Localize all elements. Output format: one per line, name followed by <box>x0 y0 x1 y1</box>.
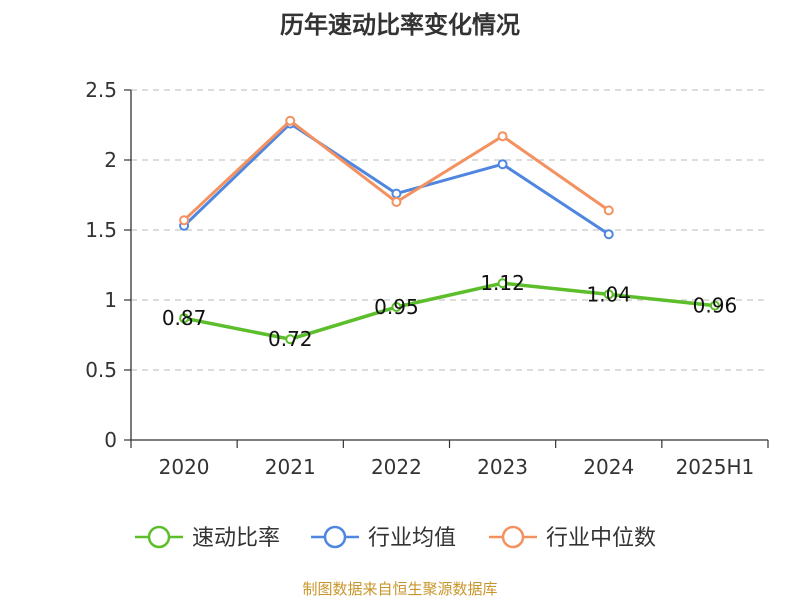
legend-marker <box>147 525 171 549</box>
data-point[interactable] <box>709 300 720 311</box>
data-point[interactable] <box>285 334 296 345</box>
legend-marker <box>501 525 525 549</box>
legend[interactable]: 速动比率 行业均值 行业中位数 <box>135 525 656 551</box>
data-point[interactable] <box>603 289 614 300</box>
series-line <box>182 281 717 341</box>
data-point[interactable] <box>497 159 508 170</box>
legend-item-quick-ratio[interactable]: 速动比率 <box>135 525 280 551</box>
y-tick-label: 2 <box>104 148 117 172</box>
data-point[interactable] <box>179 215 190 226</box>
data-label: 1.12 <box>480 271 525 295</box>
legend-label: 行业中位数 <box>546 526 656 551</box>
y-tick-label: 0.5 <box>85 358 117 382</box>
x-tick-label: 2022 <box>371 455 422 479</box>
source-note: 制图数据来自恒生聚源数据库 <box>302 580 497 598</box>
data-labels: 0.87 0.72 0.95 1.12 1.04 0.96 <box>162 271 737 351</box>
y-tick-label: 1 <box>104 288 117 312</box>
axes: 0 0.5 1 1.5 2 2.5 2020 2021 2022 2023 2024 2025H1 <box>85 78 769 479</box>
data-label: 0.95 <box>374 295 419 319</box>
data-point[interactable] <box>391 197 402 207</box>
data-label: 1.04 <box>586 282 631 306</box>
legend-item-industry-median[interactable]: 行业中位数 <box>489 525 656 551</box>
series-industry-mean <box>179 118 614 240</box>
data-point[interactable] <box>497 278 508 289</box>
series-layer <box>179 115 720 345</box>
x-tick-label: 2023 <box>477 455 528 479</box>
data-label: 0.87 <box>162 306 207 330</box>
y-tick-label: 0 <box>104 428 117 452</box>
data-point[interactable] <box>497 131 508 142</box>
series-industry-median <box>179 115 614 226</box>
legend-label: 速动比率 <box>192 526 280 551</box>
y-tick-label: 1.5 <box>85 218 117 242</box>
data-point[interactable] <box>285 115 296 126</box>
data-point[interactable] <box>179 313 190 324</box>
series-line <box>182 122 611 236</box>
legend-item-industry-mean[interactable]: 行业均值 <box>311 525 456 551</box>
series-quick-ratio <box>179 278 720 345</box>
data-label: 0.72 <box>268 327 313 351</box>
data-point[interactable] <box>603 229 614 240</box>
x-tick-label: 2021 <box>265 455 316 479</box>
data-point[interactable] <box>391 302 402 312</box>
x-tick-label: 2025H1 <box>676 455 755 479</box>
y-tick-label: 2.5 <box>85 78 117 102</box>
data-point[interactable] <box>391 188 402 199</box>
x-tick-label: 2024 <box>583 455 634 479</box>
chart-title: 历年速动比率变化情况 <box>280 11 520 39</box>
x-tick-label: 2020 <box>159 455 210 479</box>
data-label: 0.96 <box>693 294 738 318</box>
data-point[interactable] <box>603 205 614 216</box>
legend-label: 行业均值 <box>368 526 456 551</box>
legend-marker <box>323 525 347 549</box>
